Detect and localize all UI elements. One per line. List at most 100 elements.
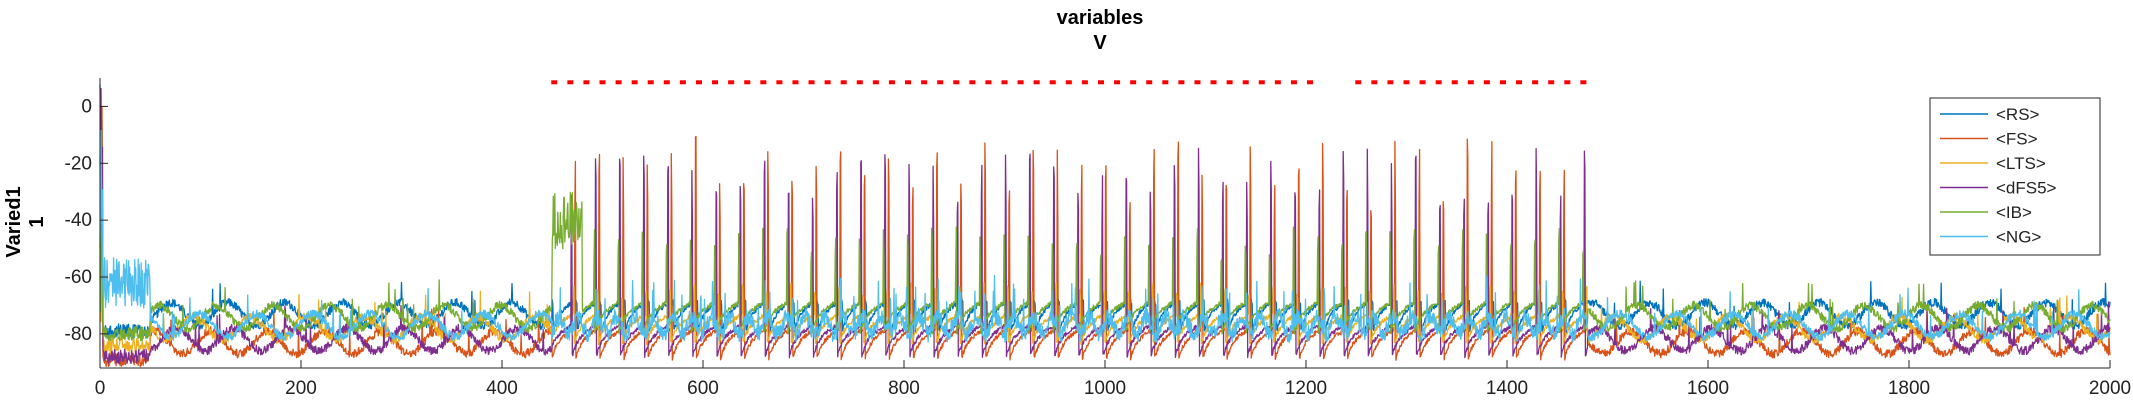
stimulus-markers: [551, 80, 1587, 85]
stimulus-marker: [1178, 80, 1185, 85]
legend-entry: <LTS>: [1996, 154, 2046, 173]
stimulus-marker: [663, 80, 670, 85]
y-axis-label: Varied1 1: [3, 186, 48, 257]
x-tick-label: 2000: [2089, 378, 2131, 399]
stimulus-marker: [1065, 80, 1072, 85]
x-tick-label: 1800: [1888, 378, 1930, 399]
y-tick-label: 0: [81, 96, 92, 117]
stimulus-marker: [921, 80, 928, 85]
x-tick-label: 200: [285, 378, 317, 399]
x-tick-label: 1400: [1486, 378, 1528, 399]
stimulus-marker: [1001, 80, 1008, 85]
legend: <RS> <FS> <LTS> <dFS5> <IB> <NG>: [1929, 97, 2101, 256]
stimulus-marker: [1290, 80, 1297, 85]
stimulus-marker: [1499, 80, 1506, 85]
stimulus-marker: [679, 80, 686, 85]
stimulus-marker: [1081, 80, 1088, 85]
stimulus-marker: [1516, 80, 1523, 85]
stimulus-marker: [776, 80, 783, 85]
stimulus-marker: [1017, 80, 1024, 85]
x-tick-label: 400: [486, 378, 518, 399]
y-tick-label: -60: [65, 267, 92, 288]
stimulus-marker: [1371, 80, 1378, 85]
stimulus-marker: [969, 80, 976, 85]
legend-entry: <NG>: [1996, 228, 2041, 247]
stimulus-marker: [1162, 80, 1169, 85]
legend-entry: <IB>: [1996, 203, 2032, 222]
stimulus-marker: [1097, 80, 1104, 85]
stimulus-marker: [744, 80, 751, 85]
stimulus-marker: [872, 80, 879, 85]
stimulus-marker: [647, 80, 654, 85]
y-tick-label: -80: [65, 324, 92, 345]
stimulus-marker: [1467, 80, 1474, 85]
stimulus-marker: [1033, 80, 1040, 85]
x-tick-label: 800: [888, 378, 920, 399]
stimulus-marker: [695, 80, 702, 85]
stimulus-marker: [1146, 80, 1153, 85]
series-line-dfs5: [99, 87, 2111, 365]
stimulus-marker: [1451, 80, 1458, 85]
stimulus-marker: [551, 80, 558, 85]
x-tick-label: 1600: [1687, 378, 1729, 399]
stimulus-marker: [905, 80, 912, 85]
stimulus-marker: [712, 80, 719, 85]
stimulus-marker: [856, 80, 863, 85]
stimulus-marker: [1580, 80, 1587, 85]
stimulus-marker: [1387, 80, 1394, 85]
stimulus-marker: [1210, 80, 1217, 85]
x-tick-label: 600: [687, 378, 719, 399]
legend-entry: <FS>: [1996, 130, 2038, 149]
stimulus-marker: [599, 80, 606, 85]
stimulus-marker: [1226, 80, 1233, 85]
stimulus-marker: [824, 80, 831, 85]
stimulus-marker: [1274, 80, 1281, 85]
x-tick-label: 0: [95, 378, 106, 399]
legend-entry: <RS>: [1996, 105, 2040, 124]
stimulus-marker: [567, 80, 574, 85]
stimulus-marker: [1483, 80, 1490, 85]
series-line-ng: [99, 129, 2111, 343]
stimulus-marker: [1258, 80, 1265, 85]
stimulus-marker: [1419, 80, 1426, 85]
stimulus-marker: [1130, 80, 1137, 85]
y-tick-label: -40: [65, 210, 92, 231]
stimulus-marker: [1564, 80, 1571, 85]
stimulus-marker: [1355, 80, 1362, 85]
stimulus-marker: [728, 80, 735, 85]
legend-entry: <dFS5>: [1996, 179, 2057, 198]
stimulus-marker: [808, 80, 815, 85]
chart-title-line-1: variables: [1057, 7, 1144, 29]
stimulus-marker: [1194, 80, 1201, 85]
stimulus-marker: [615, 80, 622, 85]
stimulus-marker: [840, 80, 847, 85]
y-axis-label-line-1: Varied1: [3, 186, 25, 257]
y-axis-label-line-2: 1: [26, 216, 48, 227]
stimulus-marker: [760, 80, 767, 85]
stimulus-marker: [937, 80, 944, 85]
stimulus-marker: [1403, 80, 1410, 85]
stimulus-marker: [1548, 80, 1555, 85]
y-tick-label: -20: [65, 153, 92, 174]
series-lines: [99, 84, 2111, 368]
chart-title: variables V: [1057, 7, 1144, 54]
stimulus-marker: [1532, 80, 1539, 85]
stimulus-marker: [792, 80, 799, 85]
stimulus-marker: [1242, 80, 1249, 85]
stimulus-marker: [1049, 80, 1056, 85]
x-tick-label: 1200: [1285, 378, 1327, 399]
series-line-lts: [99, 155, 2111, 353]
stimulus-marker: [1435, 80, 1442, 85]
stimulus-marker: [1307, 80, 1314, 85]
stimulus-marker: [631, 80, 638, 85]
stimulus-marker: [953, 80, 960, 85]
chart-title-line-2: V: [1093, 32, 1107, 54]
legend-box: [1929, 97, 2101, 256]
stimulus-marker: [1114, 80, 1121, 85]
stimulus-marker: [888, 80, 895, 85]
stimulus-marker: [985, 80, 992, 85]
axes: 0 200 400 600 800 1000 1200 1400 1600 1800 2000 0 -2…: [65, 78, 2131, 399]
stimulus-marker: [583, 80, 590, 85]
x-tick-label: 1000: [1084, 378, 1126, 399]
